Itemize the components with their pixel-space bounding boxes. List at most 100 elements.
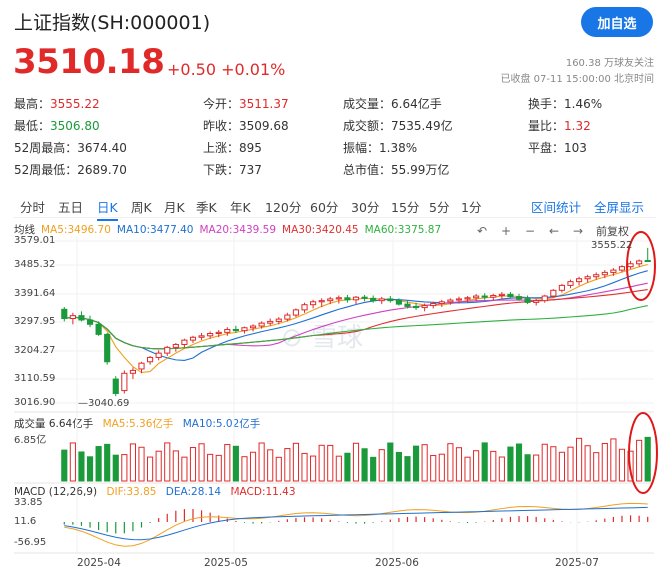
arrow-left-icon[interactable]: ← — [548, 224, 560, 238]
candle-body — [318, 300, 325, 303]
volume-bar — [207, 453, 214, 482]
tab-11[interactable]: 5分 — [429, 200, 450, 215]
stat-value: 6.64亿手 — [391, 97, 442, 111]
volume-bar — [455, 447, 463, 482]
candle-body — [147, 356, 154, 363]
candle-body — [447, 299, 454, 303]
tab-10[interactable]: 15分 — [391, 200, 420, 215]
candle-body — [378, 298, 385, 302]
tab-5[interactable]: 季K — [196, 200, 217, 215]
volume-bar — [498, 456, 505, 482]
tab-9[interactable]: 30分 — [351, 200, 380, 215]
macd-y-tick: -56.95 — [14, 537, 47, 548]
x-date-label: 2025-07 — [555, 557, 599, 569]
add-watchlist-button[interactable]: 加自选 — [581, 7, 653, 37]
candle-body — [387, 298, 394, 302]
ma-legend-item: MA20:3439.59 — [199, 224, 277, 236]
stat-item: 成交量：6.64亿手 — [343, 95, 442, 112]
volume-bar — [189, 447, 197, 482]
candle-body — [155, 352, 162, 358]
range-stats-button[interactable]: 区间统计 — [531, 200, 582, 215]
candle-body — [610, 269, 617, 273]
volume-bar — [112, 454, 119, 482]
stats-row: 52周最低：2689.70 下跌：737 总市值：55.99万亿 — [14, 158, 654, 180]
candle-body — [258, 322, 265, 327]
stat-label: 今开： — [203, 97, 240, 111]
stat-label: 平盘： — [528, 141, 565, 155]
tab-7[interactable]: 120分 — [265, 200, 302, 215]
chart-tools: ↶ + − ← → 前复权 — [470, 223, 629, 239]
volume-bar — [481, 442, 488, 482]
tab-8[interactable]: 60分 — [310, 200, 339, 215]
stat-label: 换手： — [528, 97, 565, 111]
volume-bar — [301, 452, 308, 482]
candle-body — [481, 295, 488, 298]
follower-count: 160.38 万球友关注 — [565, 58, 654, 69]
stat-label: 总市值： — [343, 163, 392, 177]
stat-value: 7535.49亿 — [391, 119, 453, 133]
volume-bar — [335, 455, 342, 482]
undo-icon[interactable]: ↶ — [476, 224, 488, 238]
stat-value: 3555.22 — [50, 97, 100, 111]
fullscreen-button[interactable]: 全屏显示 — [594, 200, 645, 215]
high-annotation: 3555.22 — [591, 240, 633, 251]
stat-item: 振幅：1.38% — [343, 139, 417, 156]
y-tick-label: 3391.64 — [14, 288, 56, 299]
tab-0[interactable]: 分时 — [20, 200, 46, 215]
volume-bar — [507, 446, 514, 482]
tab-2[interactable]: 日K — [97, 197, 118, 221]
stat-label: 昨收： — [203, 119, 240, 133]
candle-body — [207, 333, 214, 337]
candle-body — [507, 293, 514, 298]
candle-body — [181, 339, 188, 345]
y-tick-label: 3204.27 — [14, 345, 56, 356]
volume-bar — [352, 442, 360, 482]
ma-legend-item: MA60:3375.87 — [364, 224, 442, 236]
stat-item: 52周最低：2689.70 — [14, 161, 127, 178]
candle-body — [412, 305, 420, 309]
candle-body — [533, 300, 540, 303]
volume-bar — [601, 442, 608, 482]
volume-bar — [636, 439, 643, 482]
volume-bar — [558, 451, 565, 482]
ma-line — [64, 305, 648, 350]
volume-bar — [241, 456, 248, 482]
stat-label: 量比： — [528, 119, 565, 133]
tab-6[interactable]: 年K — [230, 200, 251, 215]
candle-body — [335, 297, 342, 300]
stat-item: 成交额：7535.49亿 — [343, 117, 453, 134]
candle-body — [395, 300, 402, 305]
zoom-in-icon[interactable]: + — [500, 224, 512, 238]
stat-value: 895 — [239, 141, 262, 155]
tab-3[interactable]: 周K — [131, 200, 152, 215]
volume-bar — [524, 454, 531, 482]
tab-1[interactable]: 五日 — [58, 200, 84, 215]
volume-bar — [215, 454, 222, 482]
ma-legend-prefix: 均线 — [14, 224, 35, 236]
volume-bar — [86, 456, 94, 482]
macd-label: MACD (12,26,9) — [14, 486, 98, 498]
stat-label: 下跌： — [203, 163, 240, 177]
stat-value: 103 — [564, 141, 587, 155]
arrow-right-icon[interactable]: → — [572, 224, 584, 238]
volume-bar — [318, 444, 325, 482]
volume-bar — [172, 450, 179, 482]
zoom-out-icon[interactable]: − — [524, 224, 536, 238]
stat-value: 3509.68 — [239, 119, 289, 133]
adjust-toggle[interactable]: 前复权 — [596, 225, 629, 238]
stat-label: 52周最高： — [14, 141, 78, 155]
candle-body — [86, 319, 94, 325]
volume-bar — [395, 451, 402, 482]
low-annotation: —3040.69 — [78, 398, 130, 409]
tab-12[interactable]: 1分 — [461, 200, 482, 215]
stat-value: 3674.40 — [77, 141, 127, 155]
stat-value: 1.38% — [379, 141, 418, 155]
candle-body — [438, 301, 445, 305]
candle-body — [292, 309, 300, 316]
candle-body — [593, 274, 600, 278]
volume-bar — [361, 448, 368, 482]
tab-4[interactable]: 月K — [164, 200, 185, 215]
candle-body — [129, 369, 137, 374]
candle-body — [249, 325, 257, 329]
